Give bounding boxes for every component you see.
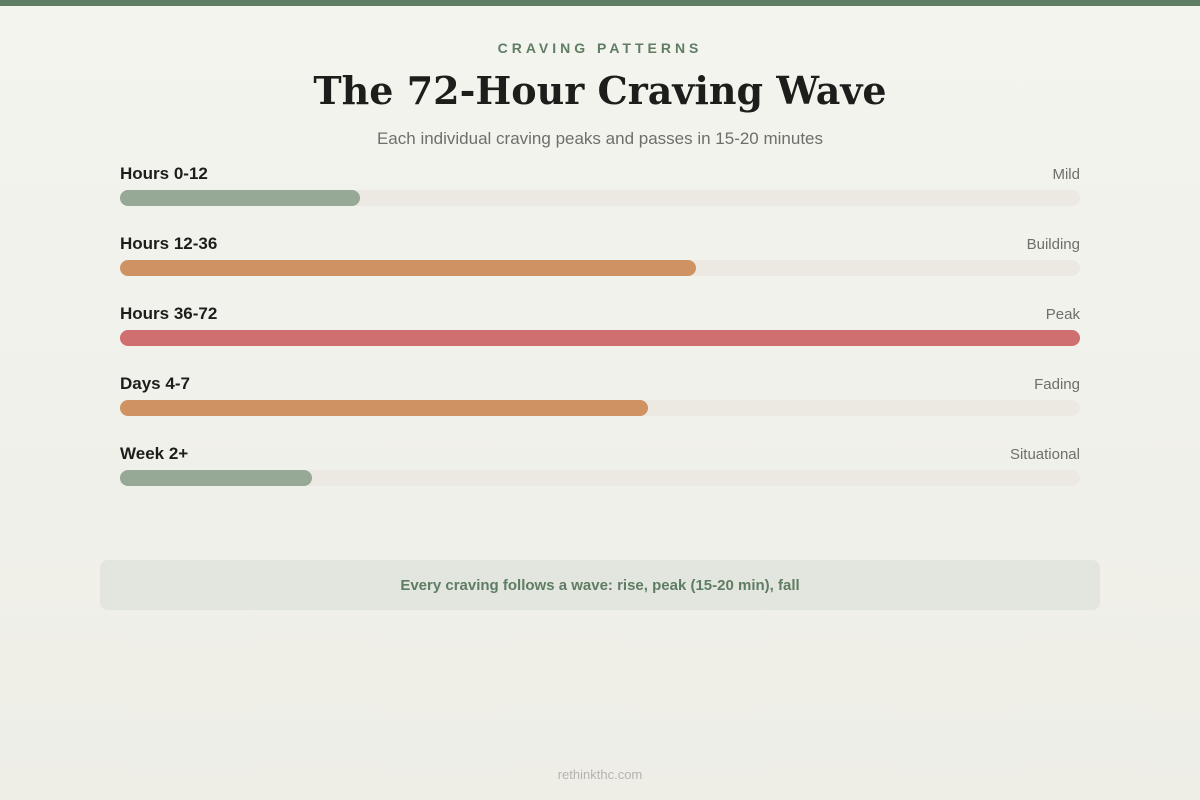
bar-track xyxy=(120,400,1080,416)
top-accent-rule xyxy=(0,0,1200,6)
craving-bar-chart: Hours 0-12 Mild Hours 12-36 Building Hours 3… xyxy=(120,162,1080,512)
footer-source: rethinkthc.com xyxy=(557,767,643,782)
category-label: Hours 36-72 xyxy=(120,304,218,323)
category-label: Hours 0-12 xyxy=(120,164,208,183)
bar-track xyxy=(120,330,1080,346)
callout-box: Every craving follows a wave: rise, peak… xyxy=(100,560,1100,610)
page-subtitle: Each individual craving peaks and passes… xyxy=(376,129,824,148)
chart-row: Hours 36-72 Peak xyxy=(120,302,1080,372)
chart-row: Hours 12-36 Building xyxy=(120,232,1080,302)
bar-fill xyxy=(120,260,696,276)
status-label: Situational xyxy=(1009,446,1080,463)
status-label: Mild xyxy=(1052,166,1080,183)
callout-text: Every craving follows a wave: rise, peak… xyxy=(400,576,800,594)
status-label: Peak xyxy=(1045,306,1080,323)
chart-row: Days 4-7 Fading xyxy=(120,372,1080,442)
chart-row: Hours 0-12 Mild xyxy=(120,162,1080,232)
bar-track xyxy=(120,260,1080,276)
bar-fill xyxy=(120,470,312,486)
status-label: Building xyxy=(1026,236,1080,253)
eyebrow-label: CRAVING PATTERNS xyxy=(497,40,703,56)
bar-fill xyxy=(120,400,648,416)
bar-track xyxy=(120,190,1080,206)
status-label: Fading xyxy=(1034,376,1080,393)
chart-row: Week 2+ Situational xyxy=(120,442,1080,512)
category-label: Hours 12-36 xyxy=(120,234,218,253)
bar-fill xyxy=(120,190,360,206)
bar-fill xyxy=(120,330,1080,346)
category-label: Week 2+ xyxy=(120,444,189,463)
bar-track xyxy=(120,470,1080,486)
page-title: The 72-Hour Craving Wave xyxy=(313,68,887,113)
category-label: Days 4-7 xyxy=(120,374,190,393)
